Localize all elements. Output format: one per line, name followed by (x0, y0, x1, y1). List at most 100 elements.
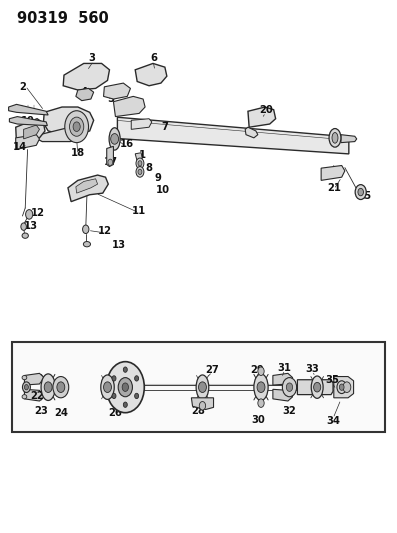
Polygon shape (107, 147, 114, 166)
Text: 21: 21 (327, 183, 341, 193)
Circle shape (57, 382, 65, 392)
Polygon shape (334, 376, 354, 398)
Circle shape (112, 393, 116, 399)
Ellipse shape (196, 375, 209, 399)
Circle shape (286, 383, 293, 391)
Polygon shape (25, 373, 44, 385)
Text: 24: 24 (54, 408, 68, 418)
Circle shape (257, 382, 265, 392)
Circle shape (23, 382, 30, 392)
Text: 3: 3 (88, 53, 95, 63)
Circle shape (53, 376, 69, 398)
Text: 18: 18 (71, 148, 85, 158)
Circle shape (337, 381, 347, 393)
Circle shape (136, 166, 144, 177)
Ellipse shape (83, 241, 91, 247)
Text: 11: 11 (132, 206, 146, 216)
Text: 30: 30 (252, 415, 266, 425)
Circle shape (136, 158, 144, 168)
Polygon shape (25, 389, 44, 401)
Circle shape (135, 393, 139, 399)
Circle shape (44, 382, 52, 392)
Text: 31: 31 (278, 362, 292, 373)
Ellipse shape (254, 374, 268, 400)
Polygon shape (321, 165, 345, 180)
Polygon shape (114, 96, 145, 117)
Text: 34: 34 (326, 416, 340, 426)
Circle shape (135, 376, 139, 381)
Text: 10: 10 (156, 185, 170, 196)
Circle shape (26, 209, 33, 219)
Polygon shape (191, 398, 214, 409)
Text: 27: 27 (206, 365, 219, 375)
Ellipse shape (329, 128, 341, 147)
Circle shape (258, 399, 264, 407)
Circle shape (199, 401, 206, 410)
Polygon shape (135, 153, 142, 161)
Circle shape (343, 382, 351, 392)
Polygon shape (297, 379, 333, 394)
Bar (13, 343, 384, 431)
Text: 26: 26 (108, 408, 122, 418)
Polygon shape (10, 117, 47, 126)
Ellipse shape (332, 133, 338, 143)
Text: 12: 12 (31, 208, 45, 219)
Polygon shape (131, 119, 152, 130)
Ellipse shape (311, 376, 323, 398)
Text: 20: 20 (259, 104, 273, 115)
Text: 13: 13 (23, 221, 37, 231)
Text: 8: 8 (146, 163, 152, 173)
Circle shape (358, 188, 364, 196)
Text: 17: 17 (104, 157, 118, 167)
Circle shape (25, 384, 29, 390)
Circle shape (123, 367, 127, 372)
Polygon shape (273, 389, 293, 401)
Circle shape (69, 117, 84, 136)
Text: 90319  560: 90319 560 (17, 11, 108, 26)
Polygon shape (118, 117, 349, 154)
Text: 4: 4 (80, 87, 87, 97)
Circle shape (104, 382, 112, 392)
Polygon shape (68, 175, 108, 201)
Polygon shape (341, 135, 357, 143)
Circle shape (118, 377, 133, 397)
Text: 33: 33 (306, 364, 319, 374)
Ellipse shape (101, 375, 114, 399)
Polygon shape (273, 373, 293, 385)
Text: 19: 19 (21, 116, 35, 126)
Text: 28: 28 (191, 406, 204, 416)
Text: 9: 9 (155, 173, 162, 183)
Circle shape (122, 383, 129, 391)
Text: 25: 25 (119, 364, 133, 374)
Polygon shape (248, 107, 276, 127)
Circle shape (73, 122, 80, 132)
Text: 14: 14 (13, 142, 27, 152)
Text: 12: 12 (97, 226, 111, 236)
Circle shape (138, 169, 142, 174)
Polygon shape (135, 63, 167, 86)
Text: 29: 29 (250, 365, 264, 375)
Ellipse shape (41, 374, 55, 400)
Polygon shape (16, 119, 45, 144)
Circle shape (123, 402, 127, 407)
Text: 2: 2 (19, 82, 26, 92)
Polygon shape (37, 127, 86, 142)
Circle shape (258, 367, 264, 375)
Text: 16: 16 (119, 139, 133, 149)
Text: 22: 22 (30, 391, 44, 401)
Polygon shape (104, 83, 131, 99)
Ellipse shape (22, 233, 29, 238)
Text: 15: 15 (358, 191, 372, 201)
Circle shape (339, 384, 344, 390)
Circle shape (314, 382, 321, 392)
Ellipse shape (109, 128, 120, 150)
Circle shape (282, 377, 297, 397)
Text: 1: 1 (139, 150, 146, 160)
Text: 6: 6 (151, 53, 158, 62)
Ellipse shape (22, 375, 27, 379)
Ellipse shape (22, 394, 27, 399)
Circle shape (108, 159, 113, 165)
Polygon shape (76, 179, 98, 193)
Polygon shape (245, 127, 258, 138)
Circle shape (112, 376, 116, 381)
